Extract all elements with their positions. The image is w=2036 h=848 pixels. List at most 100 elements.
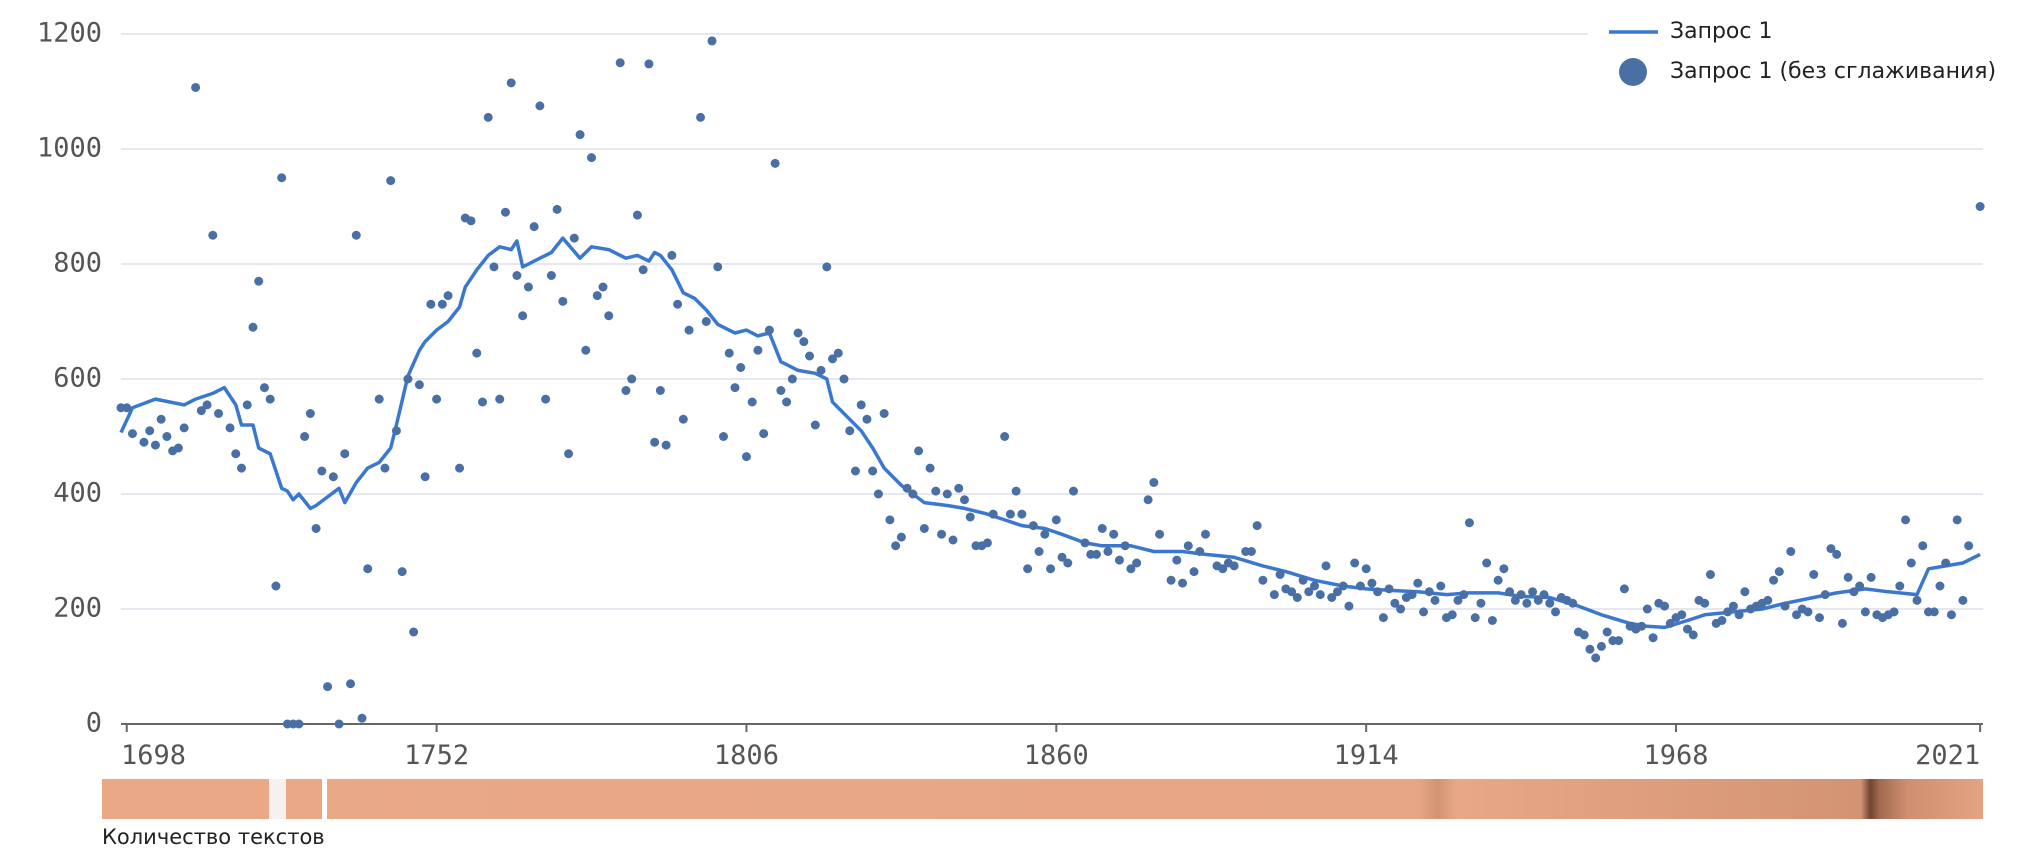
point <box>850 466 860 476</box>
point <box>982 538 992 548</box>
point <box>300 432 310 441</box>
point <box>896 532 906 542</box>
point <box>1516 590 1526 600</box>
point <box>1740 587 1750 597</box>
point <box>242 400 252 410</box>
point <box>1522 598 1532 608</box>
point <box>650 437 660 447</box>
point <box>265 394 275 404</box>
point <box>1505 587 1515 597</box>
point <box>1430 595 1440 605</box>
point <box>1809 570 1819 579</box>
point <box>747 397 757 407</box>
point <box>512 271 522 280</box>
point <box>707 36 717 46</box>
point <box>1080 538 1090 548</box>
point <box>323 682 333 692</box>
point <box>523 282 533 292</box>
point <box>1200 529 1210 539</box>
point <box>753 345 763 355</box>
strip-gap <box>269 779 286 819</box>
point <box>587 153 597 163</box>
point <box>822 262 832 272</box>
point <box>1178 578 1188 588</box>
point <box>122 403 132 413</box>
point <box>1591 653 1601 663</box>
point <box>885 515 895 525</box>
point <box>179 423 189 433</box>
point <box>839 374 849 384</box>
point <box>202 400 212 410</box>
x-tick-label: 2021 <box>1915 740 1980 771</box>
point <box>1774 567 1784 577</box>
point <box>340 449 350 459</box>
point <box>1946 610 1956 620</box>
point <box>1906 558 1916 568</box>
point <box>1568 598 1578 608</box>
point <box>1287 587 1297 597</box>
point <box>724 348 734 358</box>
point <box>420 472 430 482</box>
point <box>196 406 206 416</box>
point <box>942 489 952 499</box>
point <box>1275 570 1285 579</box>
x-tick-label: 1914 <box>1334 740 1399 771</box>
point <box>914 446 924 456</box>
point <box>1149 478 1159 487</box>
point <box>615 58 625 68</box>
point <box>644 59 654 69</box>
point <box>1183 541 1193 551</box>
strip-label: Количество текстов <box>102 825 325 848</box>
point <box>718 432 728 441</box>
point <box>1464 518 1474 528</box>
point <box>810 420 820 430</box>
point <box>477 397 487 407</box>
point <box>432 394 442 404</box>
x-tick-label: 1698 <box>121 740 186 771</box>
point <box>793 328 803 338</box>
point <box>483 112 493 122</box>
point <box>357 713 367 723</box>
point <box>1964 541 1974 551</box>
legend-swatch <box>1619 58 1647 86</box>
point <box>891 541 901 551</box>
point <box>1046 564 1056 574</box>
point <box>150 440 160 450</box>
point <box>1097 524 1107 533</box>
point <box>1034 547 1044 556</box>
point <box>696 112 706 122</box>
point <box>254 276 264 286</box>
point <box>173 443 183 453</box>
point <box>1166 575 1176 585</box>
point <box>1327 593 1337 602</box>
point <box>902 483 912 493</box>
x-tick-label: 1752 <box>404 740 469 771</box>
point <box>363 564 373 574</box>
point <box>191 82 201 92</box>
point <box>305 409 315 418</box>
point <box>1792 610 1802 620</box>
point <box>518 311 528 321</box>
point <box>1814 613 1824 623</box>
point <box>489 262 499 272</box>
point <box>1436 581 1446 591</box>
point <box>386 176 396 186</box>
point <box>1614 636 1624 646</box>
point <box>1172 555 1182 565</box>
point <box>380 463 390 473</box>
point <box>1298 575 1308 585</box>
point <box>1820 590 1830 600</box>
point <box>455 463 465 473</box>
y-tick-label: 0 <box>86 708 102 739</box>
point <box>592 291 602 301</box>
point <box>1602 627 1612 637</box>
point <box>684 325 694 335</box>
point <box>1510 595 1520 605</box>
point <box>908 489 918 499</box>
point <box>139 437 149 447</box>
point <box>1533 595 1543 605</box>
point <box>1040 529 1050 539</box>
point <box>391 426 401 436</box>
point <box>1344 601 1354 611</box>
point <box>627 374 637 384</box>
